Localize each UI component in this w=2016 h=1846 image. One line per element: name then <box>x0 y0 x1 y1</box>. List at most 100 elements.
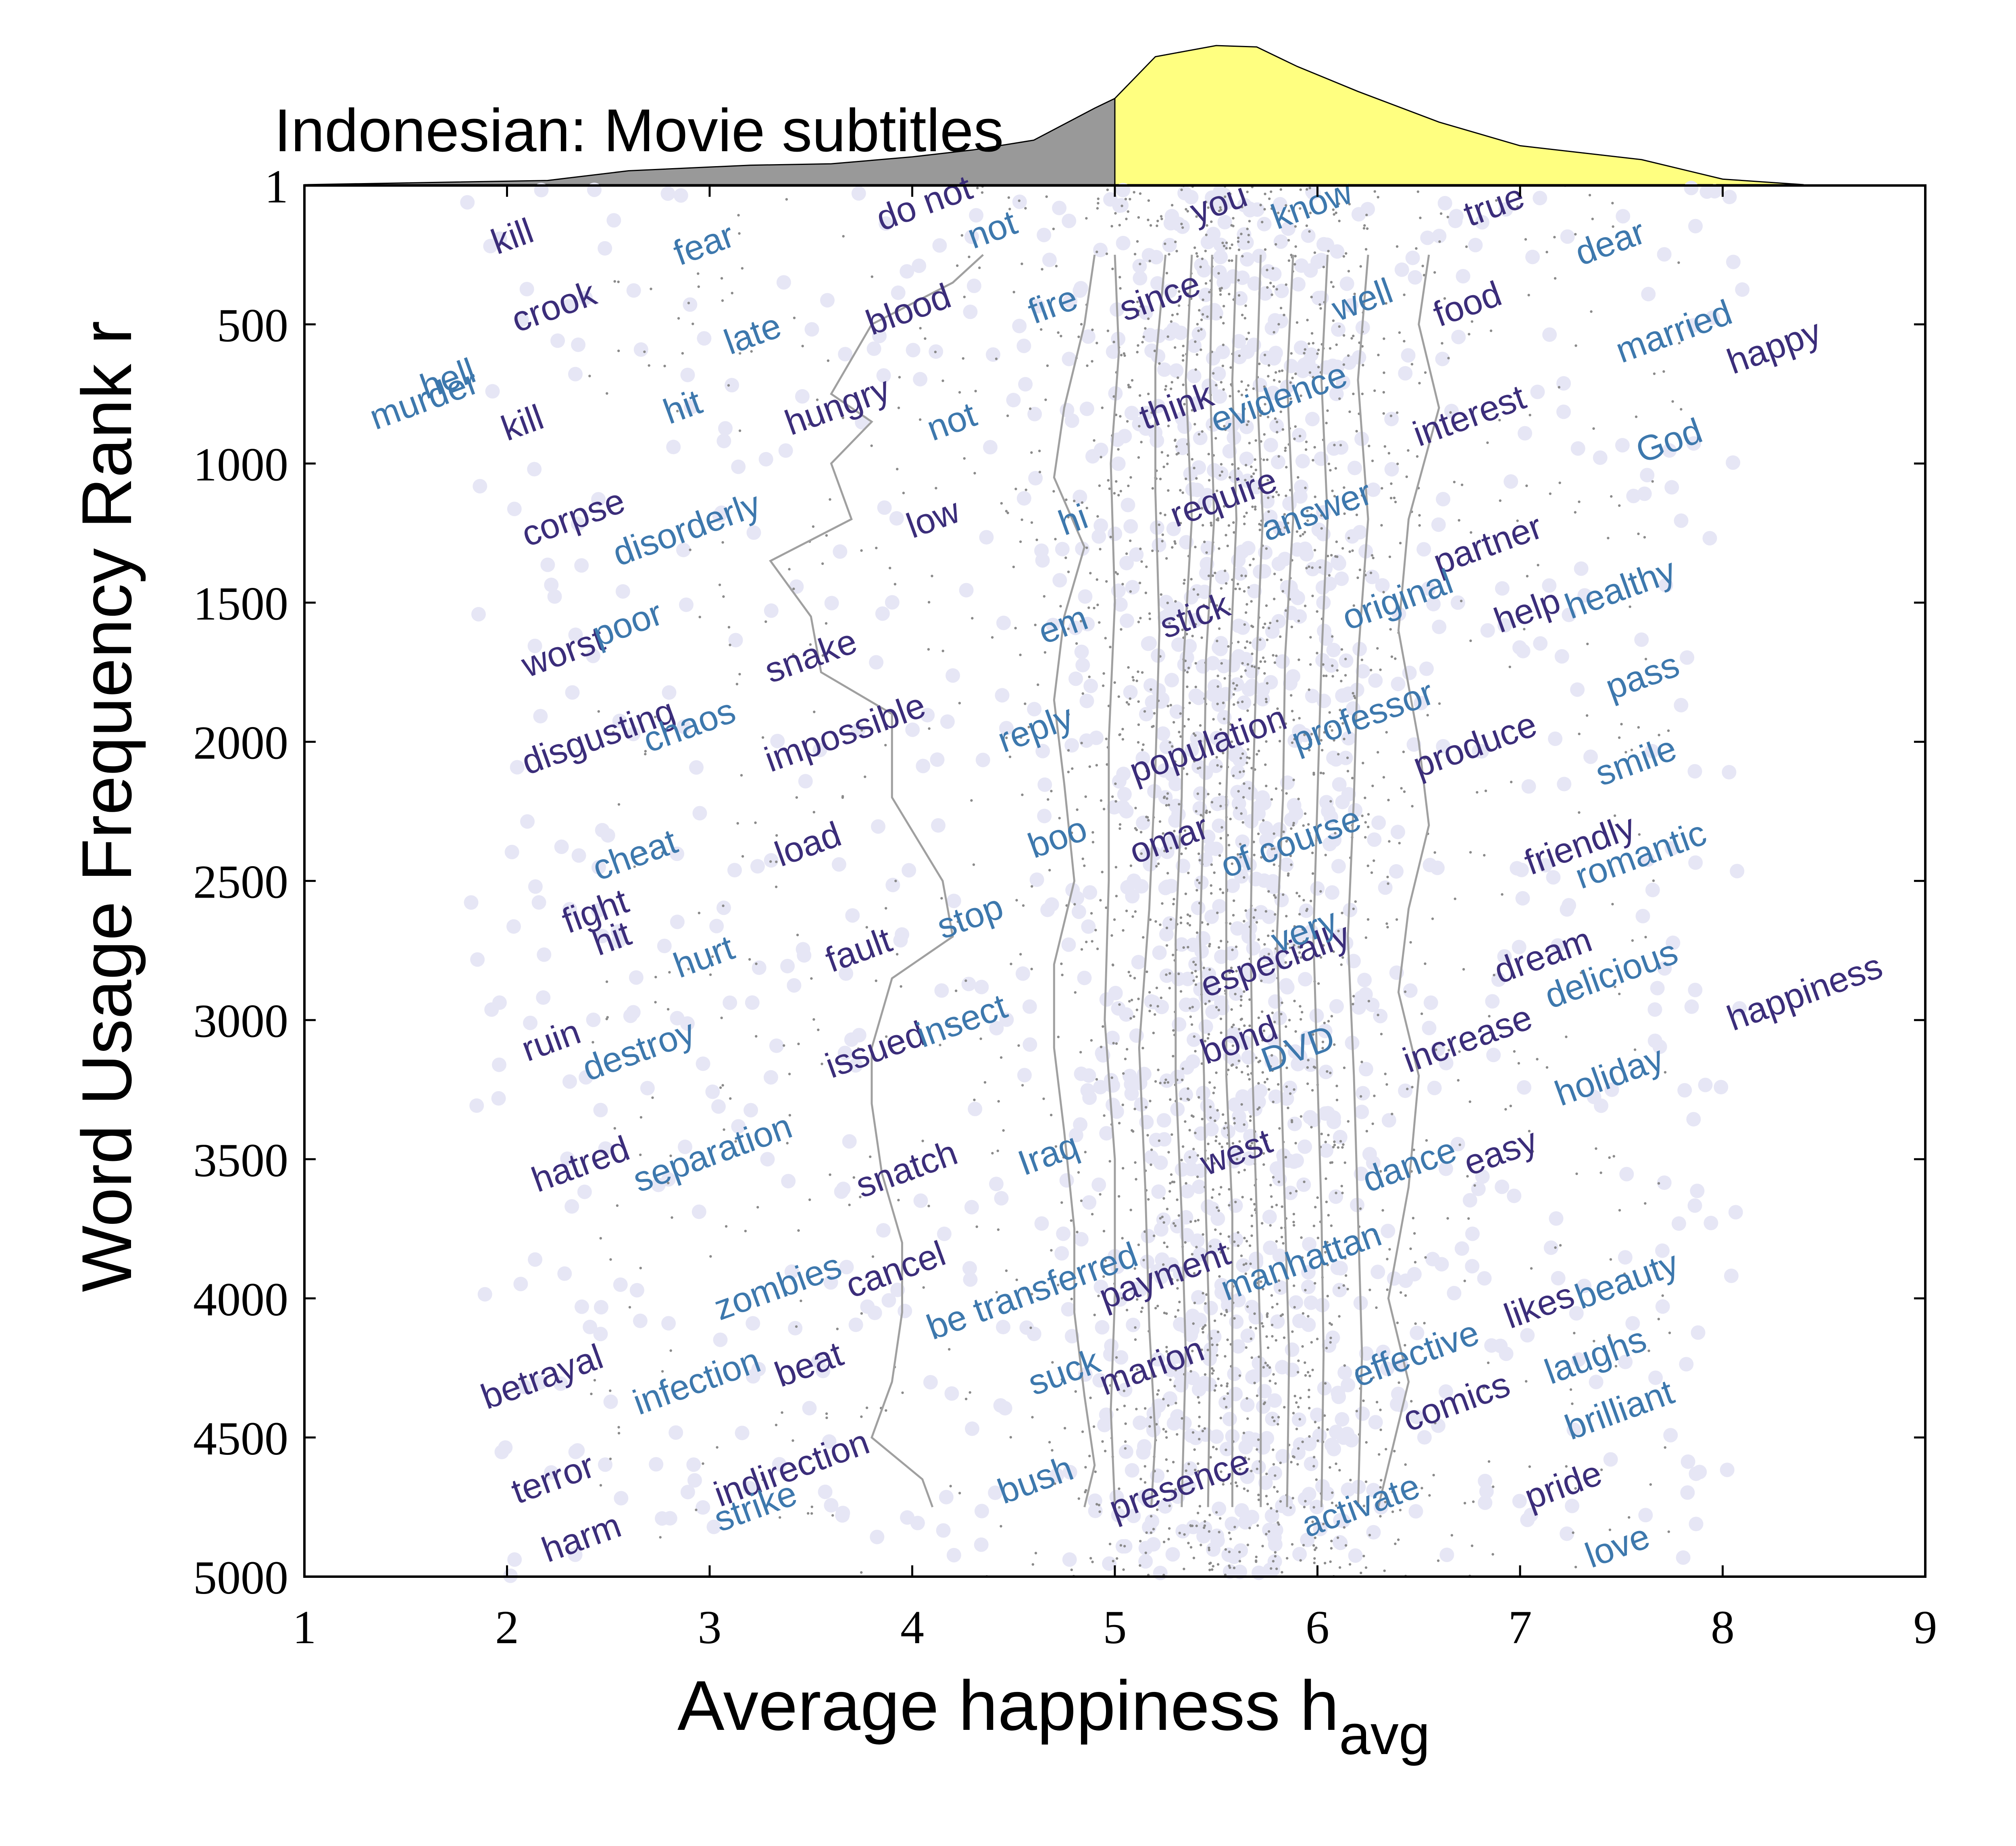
dense-point <box>1168 831 1171 834</box>
dense-point <box>1150 411 1153 414</box>
dense-point <box>1148 1425 1151 1428</box>
dense-point <box>1271 1069 1274 1072</box>
dense-point <box>1307 1315 1310 1318</box>
background-point <box>1191 327 1206 341</box>
dense-point <box>1346 827 1350 830</box>
dense-point <box>1191 1006 1194 1008</box>
dense-point <box>1105 738 1108 740</box>
dense-point <box>1651 480 1654 483</box>
dense-point <box>1245 761 1248 765</box>
dense-point <box>935 487 937 490</box>
background-point <box>824 596 839 610</box>
background-point <box>1270 454 1285 469</box>
dense-point <box>1208 479 1211 482</box>
dense-point <box>1526 575 1529 578</box>
trend-line <box>1199 254 1215 1507</box>
dense-point <box>968 255 971 258</box>
background-point <box>1252 248 1267 263</box>
dense-point <box>1287 838 1289 841</box>
dense-point <box>1234 688 1237 690</box>
dense-point <box>1428 1494 1431 1497</box>
dense-point <box>1262 1288 1264 1290</box>
background-point <box>1253 1083 1268 1098</box>
background-point <box>780 958 795 973</box>
dense-point <box>1243 1169 1246 1171</box>
background-point <box>788 1321 803 1336</box>
dense-point <box>1380 1479 1383 1481</box>
dense-point <box>1074 991 1077 994</box>
background-point <box>1213 250 1228 265</box>
dense-point <box>1215 1071 1218 1074</box>
dense-point <box>1383 445 1387 448</box>
dense-point <box>1166 792 1169 795</box>
dense-point <box>1460 483 1464 486</box>
background-point <box>1300 1532 1315 1547</box>
dense-point <box>1006 414 1009 417</box>
background-point <box>1634 632 1649 647</box>
y-tick-label: 5000 <box>193 1551 288 1604</box>
word-label: dance <box>1357 1129 1462 1200</box>
dense-point <box>1140 560 1143 563</box>
dense-point <box>1135 1008 1139 1011</box>
dense-point <box>1021 1084 1024 1087</box>
dense-point <box>1093 606 1095 610</box>
dense-point <box>1219 1417 1222 1419</box>
dense-point <box>1328 574 1331 577</box>
dense-point <box>1653 372 1656 375</box>
dense-point <box>808 1198 811 1201</box>
dense-point <box>1418 524 1421 527</box>
dense-point <box>1172 954 1175 956</box>
dense-point <box>1168 253 1170 256</box>
dense-point <box>1440 1337 1443 1340</box>
dense-point <box>1304 604 1307 607</box>
dense-point <box>975 1225 978 1228</box>
dense-point <box>1168 741 1171 744</box>
dense-point <box>1216 490 1218 492</box>
dense-point <box>1195 810 1198 813</box>
dense-point <box>1410 363 1414 366</box>
dense-point <box>860 1571 863 1574</box>
dense-point <box>1302 1312 1305 1315</box>
background-point <box>1648 1370 1663 1385</box>
dense-point <box>1235 945 1238 948</box>
dense-point <box>1099 1193 1102 1196</box>
dense-point <box>1409 1247 1412 1250</box>
dense-point <box>1212 1188 1214 1191</box>
dense-point <box>731 292 734 294</box>
dense-point <box>1410 1400 1413 1403</box>
dense-point <box>1223 305 1225 308</box>
dense-point <box>1678 342 1681 345</box>
dense-point <box>606 392 608 395</box>
dense-point <box>1208 1546 1210 1549</box>
dense-point <box>1258 1355 1260 1358</box>
dense-point <box>1251 1142 1254 1145</box>
dense-point <box>1207 1033 1210 1036</box>
dense-point <box>1289 854 1292 857</box>
background-point <box>1123 519 1138 534</box>
dense-point <box>1274 1551 1277 1554</box>
background-point <box>1055 542 1070 556</box>
background-point <box>1478 1495 1493 1510</box>
dense-point <box>1272 654 1275 657</box>
dense-point <box>1574 1487 1577 1490</box>
background-point <box>583 1319 598 1334</box>
dense-point <box>1385 1083 1388 1086</box>
dense-point <box>1178 731 1181 733</box>
dense-point <box>644 752 647 756</box>
dense-point <box>1293 1394 1296 1398</box>
dense-point <box>1595 1147 1597 1150</box>
dense-point <box>1304 1500 1307 1502</box>
dense-point <box>1224 428 1227 431</box>
dense-point <box>1149 918 1152 921</box>
dense-point <box>1668 1331 1671 1334</box>
dense-point <box>1070 1219 1073 1222</box>
dense-point <box>1177 615 1180 618</box>
dense-point <box>1275 1567 1278 1570</box>
dense-point <box>831 1514 834 1517</box>
dense-point <box>1144 327 1147 330</box>
background-point <box>1071 904 1086 919</box>
dense-point <box>1122 1072 1125 1075</box>
dense-point <box>1218 547 1220 550</box>
background-point <box>1042 252 1057 267</box>
background-point <box>1687 764 1702 779</box>
